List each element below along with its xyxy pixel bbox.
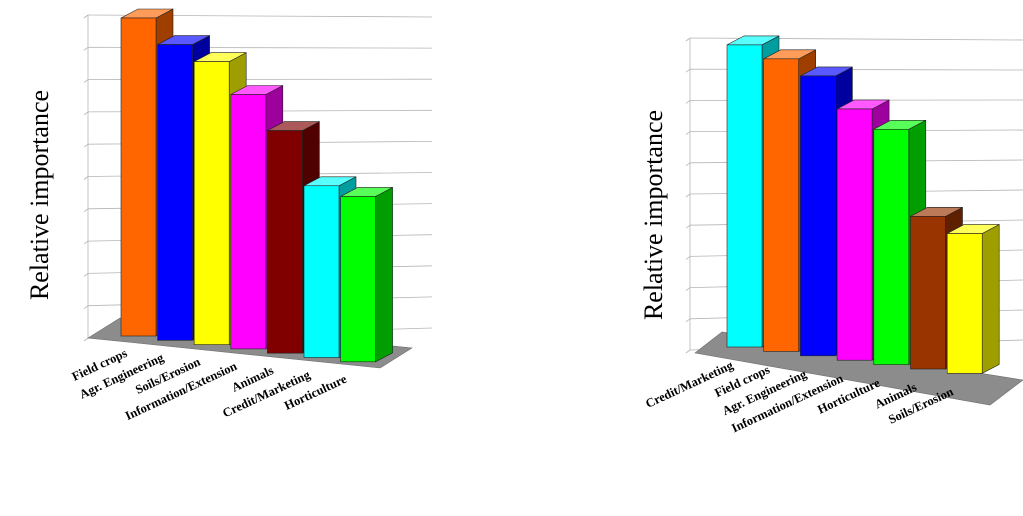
wall-tick <box>685 193 691 198</box>
wall-tick <box>685 100 691 104</box>
wall-tick <box>83 46 89 51</box>
wall-tick <box>83 337 89 342</box>
wall-tick <box>83 143 89 148</box>
wall-tick <box>685 318 691 323</box>
wall-tick <box>685 224 691 229</box>
bar-front <box>800 75 836 357</box>
wall-tick <box>83 305 89 310</box>
wall-tick <box>685 68 691 73</box>
wall-tick <box>685 37 691 42</box>
bar-side <box>981 223 1000 374</box>
bar-front <box>230 94 267 350</box>
wall-tick <box>685 349 691 354</box>
bar-front <box>157 44 193 341</box>
bar-front <box>763 58 800 352</box>
wall-tick <box>83 176 89 180</box>
bar-front <box>873 128 910 365</box>
wall-tick <box>83 14 89 19</box>
wall-tick <box>83 240 89 245</box>
bar-front <box>910 216 946 370</box>
bar-front <box>267 130 303 354</box>
wall-tick <box>685 256 691 260</box>
y-axis-label: Relative importance <box>639 110 668 320</box>
y-axis-label: Relative importance <box>25 90 54 300</box>
bar-front <box>946 233 983 374</box>
wall-tick <box>83 208 89 213</box>
bar <box>946 223 1000 374</box>
wall-tick <box>685 162 691 167</box>
bar-front <box>836 108 873 361</box>
chart-right: Relative importanceCredit/MarketingField… <box>639 35 1023 435</box>
bar-front <box>726 44 763 348</box>
bar-side <box>375 186 393 363</box>
wall-tick <box>83 273 89 277</box>
wall-tick <box>83 79 89 83</box>
bar-front <box>340 196 376 363</box>
wall-tick <box>685 131 691 135</box>
bar <box>340 186 393 363</box>
bar-front <box>303 185 340 358</box>
bar-front <box>193 61 230 345</box>
wall-tick <box>83 111 89 116</box>
bar-front <box>120 17 157 337</box>
wall-tick <box>685 287 691 291</box>
